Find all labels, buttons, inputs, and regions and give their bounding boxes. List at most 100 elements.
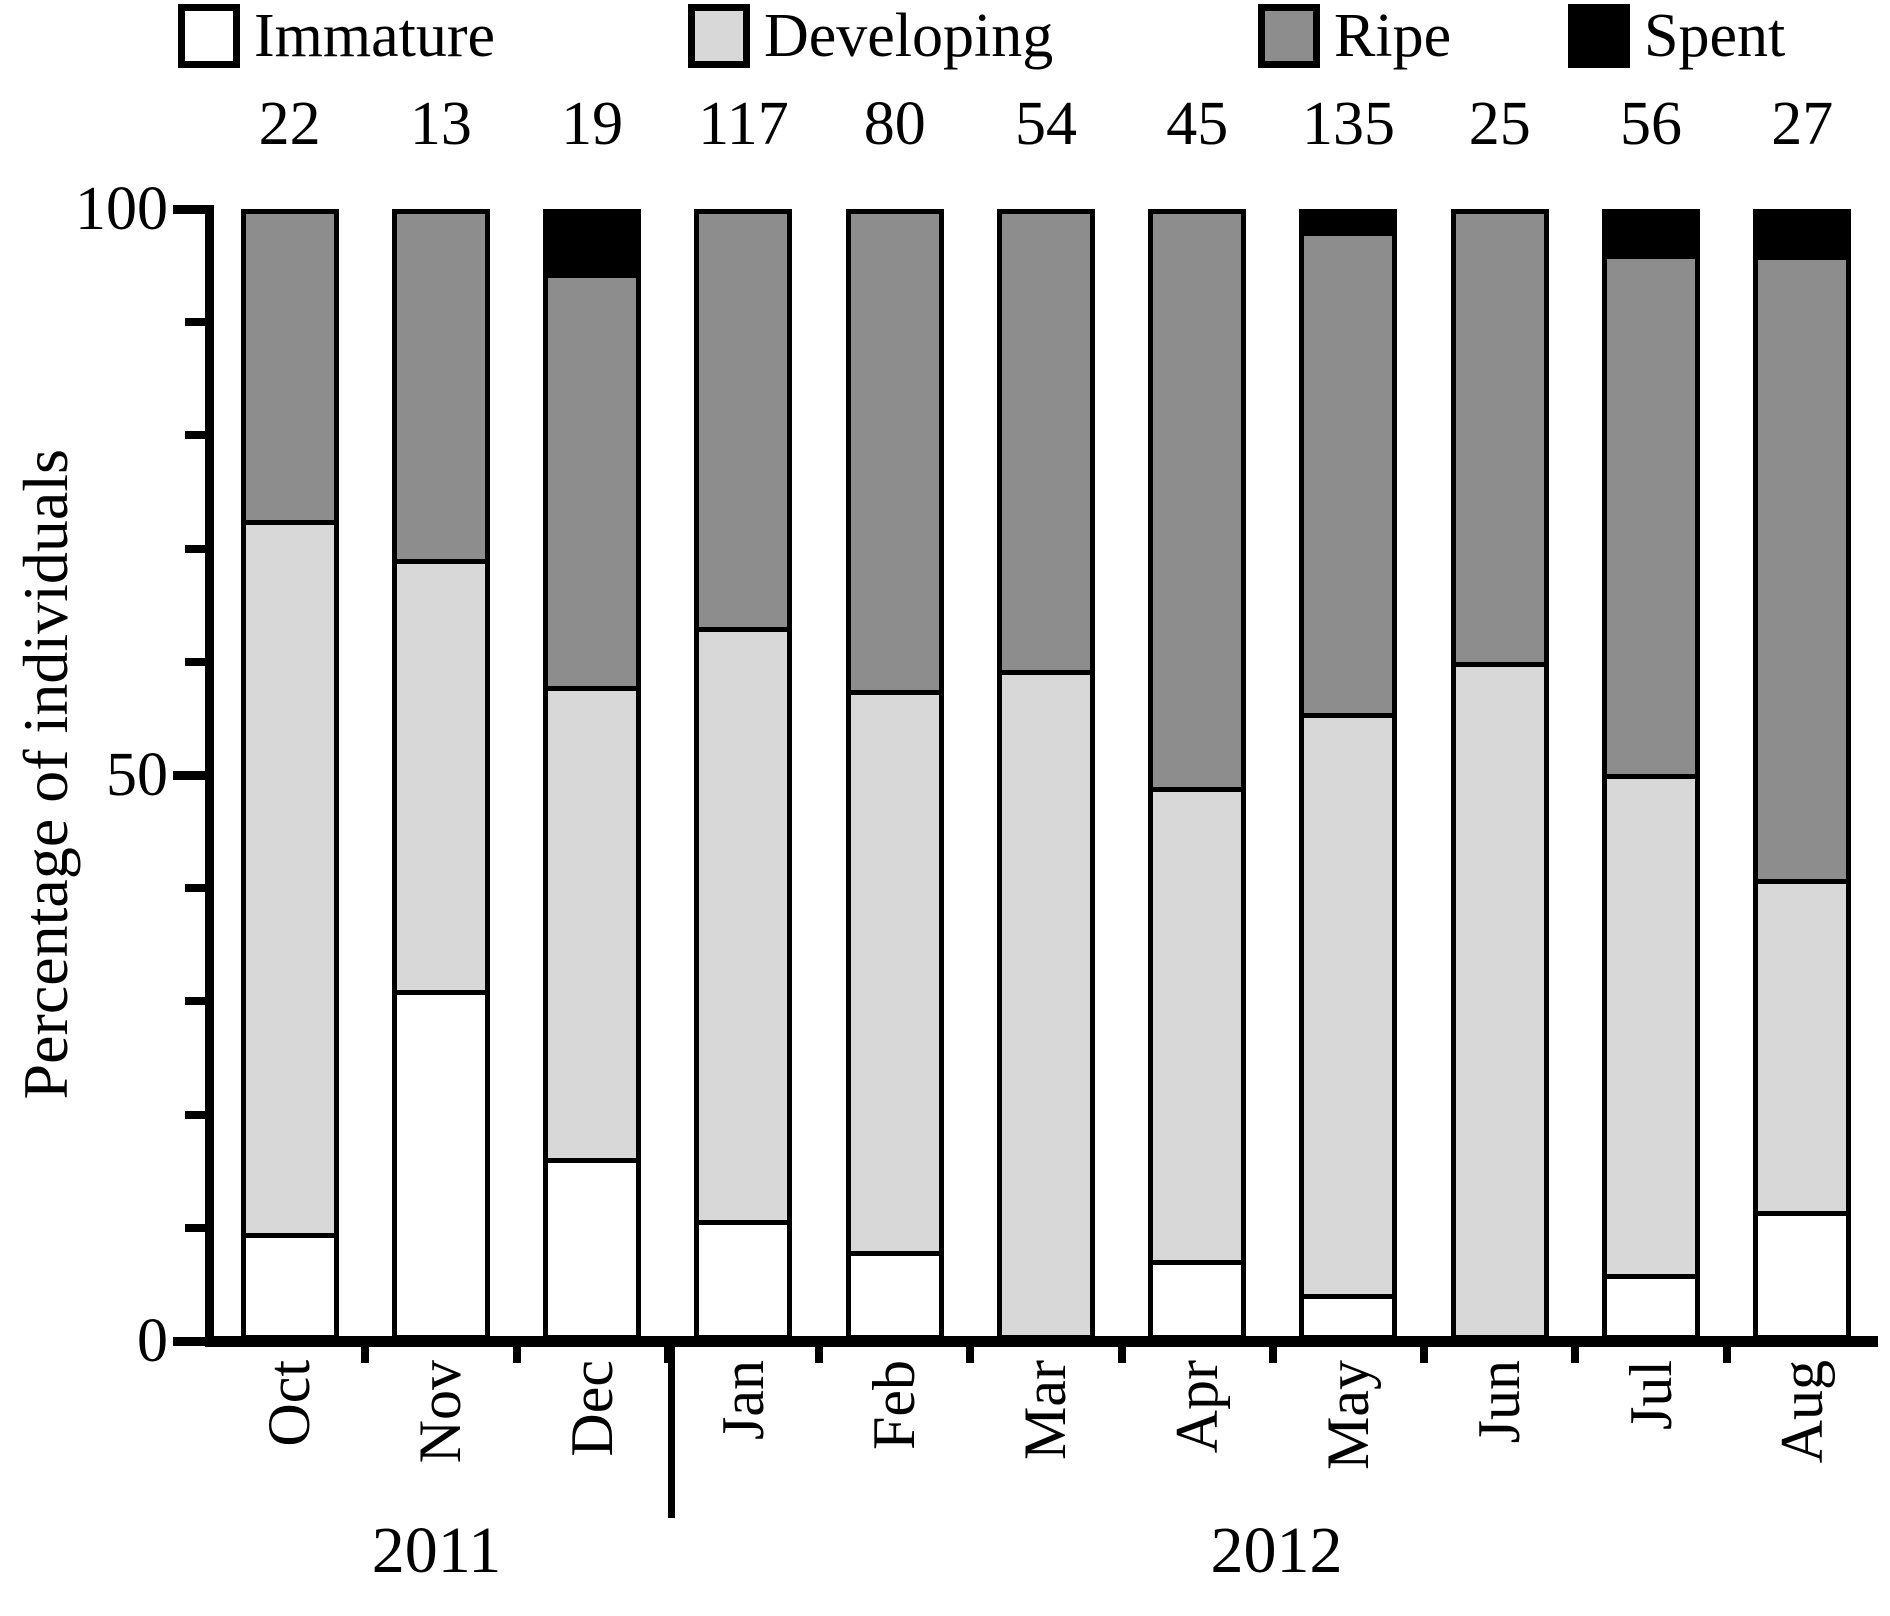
month-slot-aug: 27 Aug	[1727, 93, 1878, 1463]
stacked-bar-oct	[240, 209, 339, 1340]
month-slot-jun: 25 Jun	[1424, 93, 1575, 1443]
x-tick-label-may: May	[1314, 1360, 1381, 1470]
sample-size-label: 22	[258, 90, 321, 158]
y-minor-tick-80	[185, 431, 214, 440]
sample-size-label: 19	[561, 90, 624, 158]
legend-label-immature: Immature	[254, 2, 496, 70]
bar-segment-spent	[1304, 214, 1393, 231]
month-slot-oct: 22 Oct	[214, 93, 365, 1447]
bar-segment-ripe	[396, 214, 485, 560]
bar-segment-developing	[548, 685, 637, 1158]
bar-segment-ripe	[548, 273, 637, 686]
bar-segment-developing	[1001, 670, 1090, 1335]
bar-segment-ripe	[1153, 214, 1242, 787]
sample-size-label: 56	[1620, 90, 1683, 158]
bar-segment-spent	[1758, 214, 1847, 256]
bar-segment-ripe	[1607, 254, 1696, 775]
sample-size-label: 135	[1301, 90, 1395, 158]
bar-segment-developing	[850, 690, 939, 1251]
bar-segment-spent	[1607, 214, 1696, 255]
x-axis-tick-3	[663, 1347, 672, 1363]
y-tick-label-0: 0	[137, 1307, 168, 1375]
x-tick-label-feb: Feb	[861, 1360, 928, 1450]
year-label-2011: 2011	[371, 1514, 502, 1587]
spent-swatch-icon	[1568, 4, 1630, 68]
bar-segment-ripe	[245, 214, 334, 521]
x-axis-tick-9	[1571, 1347, 1580, 1363]
y-minor-tick-20	[185, 1110, 214, 1119]
month-slot-mar: 54 Mar	[970, 93, 1121, 1460]
y-tick-label-50: 50	[106, 741, 168, 809]
bar-segment-developing	[1153, 786, 1242, 1260]
bar-segment-immature	[850, 1250, 939, 1335]
x-axis-tick-1	[361, 1347, 370, 1363]
x-tick-label-nov: Nov	[407, 1360, 474, 1464]
bar-segment-developing	[1455, 662, 1544, 1335]
bar-segment-ripe	[1304, 230, 1393, 713]
month-slot-dec: 19 Dec	[517, 93, 668, 1457]
y-minor-tick-90	[185, 318, 214, 327]
legend-item-immature: Immature	[178, 4, 495, 68]
immature-swatch-icon	[178, 4, 240, 68]
bar-segment-developing	[1758, 878, 1847, 1211]
month-slot-apr: 45 Apr	[1122, 93, 1273, 1453]
legend-item-developing: Developing	[688, 4, 1053, 68]
sample-size-label: 45	[1166, 90, 1229, 158]
sample-size-label: 25	[1468, 90, 1531, 158]
stacked-bar-aug	[1753, 209, 1852, 1340]
year-divider-line	[668, 1340, 675, 1518]
x-axis-tick-4	[815, 1347, 824, 1363]
x-tick-label-dec: Dec	[558, 1360, 625, 1457]
x-axis-tick-5	[966, 1347, 975, 1363]
month-slot-nov: 13 Nov	[365, 93, 516, 1463]
month-slot-jan: 117 Jan	[668, 93, 819, 1440]
legend-item-spent: Spent	[1568, 4, 1785, 68]
bar-segment-immature	[1607, 1274, 1696, 1335]
legend-label-spent: Spent	[1644, 2, 1786, 70]
bar-segment-immature	[1758, 1210, 1847, 1335]
stacked-bar-mar	[996, 209, 1095, 1340]
bar-segment-developing	[699, 626, 788, 1220]
stacked-bar-may	[1299, 209, 1398, 1340]
x-tick-label-jul: Jul	[1617, 1360, 1684, 1431]
legend-label-ripe: Ripe	[1334, 2, 1452, 70]
bar-segment-ripe	[850, 214, 939, 691]
stacked-bar-apr	[1148, 209, 1247, 1340]
y-minor-tick-40	[185, 884, 214, 893]
y-minor-tick-60	[185, 657, 214, 666]
x-tick-label-mar: Mar	[1012, 1360, 1079, 1460]
stacked-bar-jun	[1450, 209, 1549, 1340]
bar-segment-ripe	[1455, 214, 1544, 663]
y-minor-tick-30	[185, 997, 214, 1006]
x-tick-label-jun: Jun	[1466, 1360, 1533, 1444]
bar-segment-spent	[548, 214, 637, 274]
stacked-bar-feb	[845, 209, 944, 1340]
bar-segment-immature	[548, 1157, 637, 1335]
x-axis-tick-8	[1420, 1347, 1429, 1363]
legend-item-ripe: Ripe	[1258, 4, 1451, 68]
y-tick-label-100: 100	[75, 175, 168, 243]
legend-label-developing: Developing	[764, 2, 1054, 70]
x-tick-label-aug: Aug	[1768, 1360, 1835, 1464]
bar-segment-developing	[1304, 712, 1393, 1294]
sample-size-label: 13	[409, 90, 472, 158]
developing-swatch-icon	[688, 4, 750, 68]
x-axis-tick-6	[1117, 1347, 1126, 1363]
stacked-bar-dec	[543, 209, 642, 1340]
x-axis-tick-10	[1722, 1347, 1731, 1363]
y-major-tick-0	[173, 1337, 214, 1346]
bar-segment-immature	[699, 1219, 788, 1335]
x-tick-label-apr: Apr	[1163, 1360, 1230, 1454]
sample-size-label: 80	[863, 90, 926, 158]
y-minor-tick-10	[185, 1223, 214, 1232]
bar-segment-developing	[245, 520, 334, 1233]
ripe-swatch-icon	[1258, 4, 1320, 68]
x-tick-label-jan: Jan	[709, 1360, 776, 1440]
sample-size-label: 54	[1014, 90, 1077, 158]
bar-segment-immature	[245, 1232, 334, 1335]
y-minor-tick-70	[185, 544, 214, 553]
stacked-bar-nov	[391, 209, 490, 1340]
bar-segment-immature	[1304, 1293, 1393, 1335]
bar-segment-ripe	[699, 214, 788, 627]
